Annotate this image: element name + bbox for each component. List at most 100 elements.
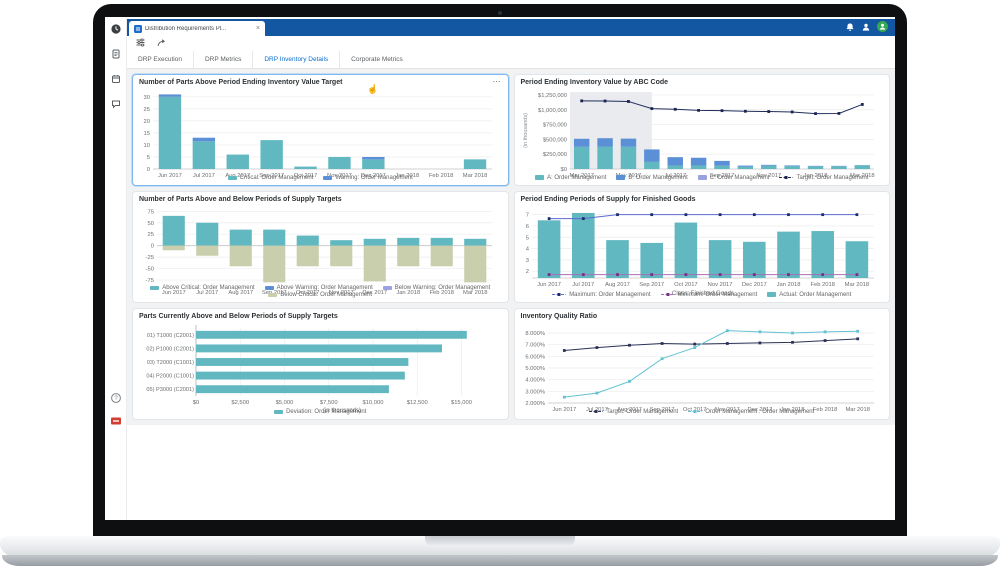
svg-text:May 2017: May 2017: [615, 173, 640, 179]
chart-inventory-quality-ratio[interactable]: 2.000% 3.000% 4.000% 5.000% 6.000% 7.000% 8.00…: [521, 322, 884, 413]
legend-item[interactable]: Below Warning: Order Management: [382, 285, 490, 291]
svg-text:$15,000: $15,000: [451, 400, 472, 406]
cursor-pointer: ☝: [367, 84, 379, 94]
svg-text:Sep 2017: Sep 2017: [709, 173, 734, 179]
svg-text:Sep 2017: Sep 2017: [649, 407, 674, 413]
laptop-base-edge: [2, 555, 998, 566]
legend-item[interactable]: Actual: Order Management: [767, 291, 851, 298]
svg-text:Jul 2017: Jul 2017: [193, 173, 215, 179]
legend-item[interactable]: C: Order Management: [697, 174, 769, 181]
svg-text:02) P1000 (C2001): 02) P1000 (C2001): [146, 346, 194, 352]
chart-parts-above-inventory-target[interactable]: 0 5 10 15 20 25 30 Jun 2017 Jul 2017 Aug 2017 Sep …: [139, 88, 502, 179]
card-title: Number of Parts Above and Below Periods …: [139, 196, 342, 203]
svg-text:Jan 2018: Jan 2018: [396, 290, 420, 296]
svg-text:Dec 2017: Dec 2017: [361, 173, 386, 179]
svg-text:Oct 2017: Oct 2017: [674, 282, 698, 288]
share-arrow-icon[interactable]: [156, 35, 167, 53]
svg-text:Aug 2017: Aug 2017: [228, 290, 253, 296]
card-title: Number of Parts Above Period Ending Inve…: [139, 79, 343, 86]
svg-text:75: 75: [148, 209, 154, 215]
svg-text:$1,000,000: $1,000,000: [537, 108, 566, 114]
svg-text:6.000%: 6.000%: [525, 354, 545, 360]
document-icon[interactable]: [110, 47, 122, 65]
tab-corporate-metrics[interactable]: Corporate Metrics: [351, 56, 403, 63]
legend-item[interactable]: B: Order Management: [616, 174, 688, 181]
logo-icon[interactable]: [110, 413, 122, 431]
filter-sliders-icon[interactable]: [135, 35, 146, 53]
calendar-icon[interactable]: [110, 72, 122, 90]
legend-item[interactable]: Warning: Order Management: [323, 175, 413, 181]
legend-item[interactable]: Deviation: Order Management: [274, 409, 366, 415]
svg-text:Oct 2017: Oct 2017: [294, 173, 318, 179]
svg-text:Jun 2017: Jun 2017: [158, 173, 182, 179]
chart-inventory-value-abc[interactable]: $0 $250,000 $500,000 $750,000 $1,000,000 $1,2…: [521, 88, 884, 179]
legend-item[interactable]: Target: Order Management: [779, 174, 869, 181]
tab-drp-metrics[interactable]: DRP Metrics: [194, 51, 254, 68]
svg-text:?: ?: [114, 396, 118, 402]
svg-text:5.000%: 5.000%: [525, 366, 545, 372]
laptop-screen: ? Distribution Requirements Pl... ×: [93, 4, 907, 536]
svg-text:Nov 2017: Nov 2017: [756, 173, 781, 179]
svg-text:5: 5: [525, 235, 528, 241]
history-icon[interactable]: [110, 22, 122, 40]
users-icon[interactable]: [861, 19, 871, 37]
svg-text:$500,000: $500,000: [542, 137, 566, 143]
legend-item[interactable]: Maximum: Order Management: [552, 291, 651, 298]
svg-text:Aug 2017: Aug 2017: [617, 407, 642, 413]
svg-text:Jan 2018: Jan 2018: [395, 173, 419, 179]
svg-text:Oct 2017: Oct 2017: [296, 290, 320, 296]
card-periods-supply-finished-goods: Period Ending Periods of Supply for Fini…: [513, 191, 890, 303]
svg-text:Feb 2018: Feb 2018: [429, 173, 454, 179]
tab-drp-execution[interactable]: DRP Execution: [127, 51, 194, 68]
feedback-icon[interactable]: [110, 97, 122, 115]
svg-text:2: 2: [525, 269, 528, 275]
chart-periods-supply-finished-goods[interactable]: 2 3 4 5 6 7 Jun 2017 Jul 2017 Aug 2017 Sep 2017 Oc…: [521, 205, 884, 297]
chart-parts-above-below-supply[interactable]: 75 50 25 0 -25 -50 -75 Jun 2017 Jul 2017 Aug 2017…: [139, 205, 502, 296]
svg-text:-25: -25: [146, 255, 154, 261]
legend-item[interactable]: Target: Order Management: [589, 408, 678, 415]
legend-item[interactable]: Order Management : Order Management: [688, 408, 814, 415]
svg-text:(in thousands): (in thousands): [323, 408, 361, 414]
svg-text:$1,250,000: $1,250,000: [537, 93, 566, 99]
legend-item[interactable]: Critical: Order Management: [227, 175, 313, 181]
bell-icon[interactable]: [845, 19, 855, 37]
chart-legend: Target: Order Management Order Management…: [521, 407, 884, 417]
card-title: Period Ending Inventory Value by ABC Cod…: [520, 79, 669, 86]
svg-text:25: 25: [148, 232, 154, 238]
svg-text:Jan 2018: Jan 2018: [803, 173, 827, 179]
svg-text:Jan 2018: Jan 2018: [780, 407, 804, 413]
svg-text:Aug 2017: Aug 2017: [605, 282, 630, 288]
svg-text:Jan 2018: Jan 2018: [776, 282, 800, 288]
legend-item[interactable]: A: Order Management: [535, 174, 606, 181]
svg-text:-50: -50: [146, 267, 154, 273]
svg-text:01) T1000 (C2001): 01) T1000 (C2001): [147, 333, 194, 339]
svg-text:Nov 2017: Nov 2017: [329, 290, 354, 296]
svg-text:04) P2000 (C1001): 04) P2000 (C1001): [146, 374, 194, 380]
overflow-menu-button[interactable]: ⋯: [492, 77, 502, 86]
legend-item[interactable]: Above Critical: Order Management: [150, 285, 255, 291]
legend-item[interactable]: Above Warning: Order Management: [264, 285, 373, 291]
svg-text:Jul 2017: Jul 2017: [196, 290, 218, 296]
svg-text:Jun 2017: Jun 2017: [552, 407, 576, 413]
chart-parts-currently-above-below[interactable]: $0 $2,500 $5,000 $7,500 $10,000 $12,500 $15,00…: [139, 322, 502, 414]
svg-text:4: 4: [525, 247, 529, 253]
svg-text:25: 25: [144, 107, 150, 113]
svg-text:30: 30: [144, 95, 150, 101]
svg-text:$7,500: $7,500: [320, 400, 338, 406]
svg-text:4.000%: 4.000%: [525, 378, 545, 384]
help-icon[interactable]: ?: [110, 391, 122, 409]
svg-text:Nov 2017: Nov 2017: [327, 173, 352, 179]
legend-item[interactable]: Minimum: Order Management: [660, 291, 757, 298]
close-icon[interactable]: ×: [255, 25, 260, 32]
legend-item[interactable]: Below Critical: Order Management: [268, 292, 372, 298]
card-title: Parts Currently Above and Below Periods …: [139, 313, 338, 320]
svg-text:$5,000: $5,000: [276, 400, 294, 406]
browser-tab[interactable]: Distribution Requirements Pl... ×: [129, 21, 265, 36]
svg-text:2.000%: 2.000%: [525, 401, 545, 407]
avatar[interactable]: [877, 19, 888, 37]
svg-text:Mar 2018: Mar 2018: [463, 173, 488, 179]
tab-drp-inventory-details[interactable]: DRP Inventory Details: [253, 51, 341, 68]
svg-text:$0: $0: [560, 167, 566, 173]
svg-text:-75: -75: [146, 278, 154, 284]
svg-text:Dec 2017: Dec 2017: [741, 282, 766, 288]
